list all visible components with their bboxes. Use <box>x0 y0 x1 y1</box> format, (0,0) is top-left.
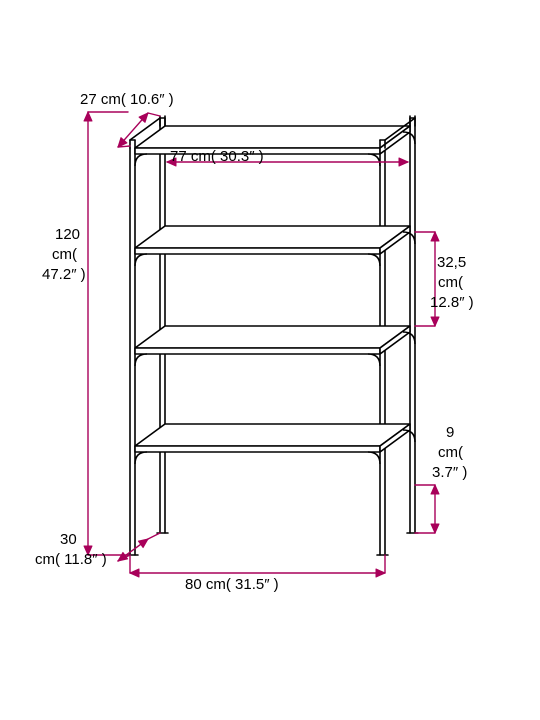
label-bottom-gap-3: 3.7″ ) <box>432 463 467 483</box>
label-shelf-gap-2: cm( <box>438 273 463 293</box>
label-depth-bottom-2: cm( 11.8″ ) <box>35 550 107 570</box>
label-height-total-2: cm( <box>52 245 77 265</box>
diagram-canvas: 27 cm( 10.6″ ) 77 cm( 30.3″ ) 120 cm( 47… <box>0 0 540 720</box>
label-height-total-1: 120 <box>55 225 80 245</box>
label-width-inner: 77 cm( 30.3″ ) <box>170 147 264 167</box>
label-depth-top: 27 cm( 10.6″ ) <box>80 90 174 110</box>
label-depth-bottom-1: 30 <box>60 530 77 550</box>
label-bottom-gap-2: cm( <box>438 443 463 463</box>
label-shelf-gap-3: 12.8″ ) <box>430 293 474 313</box>
label-height-total-3: 47.2″ ) <box>42 265 86 285</box>
label-bottom-gap-1: 9 <box>446 423 454 443</box>
label-width-outer: 80 cm( 31.5″ ) <box>185 575 279 595</box>
shelving-structure <box>127 116 418 555</box>
label-shelf-gap-1: 32,5 <box>437 253 466 273</box>
